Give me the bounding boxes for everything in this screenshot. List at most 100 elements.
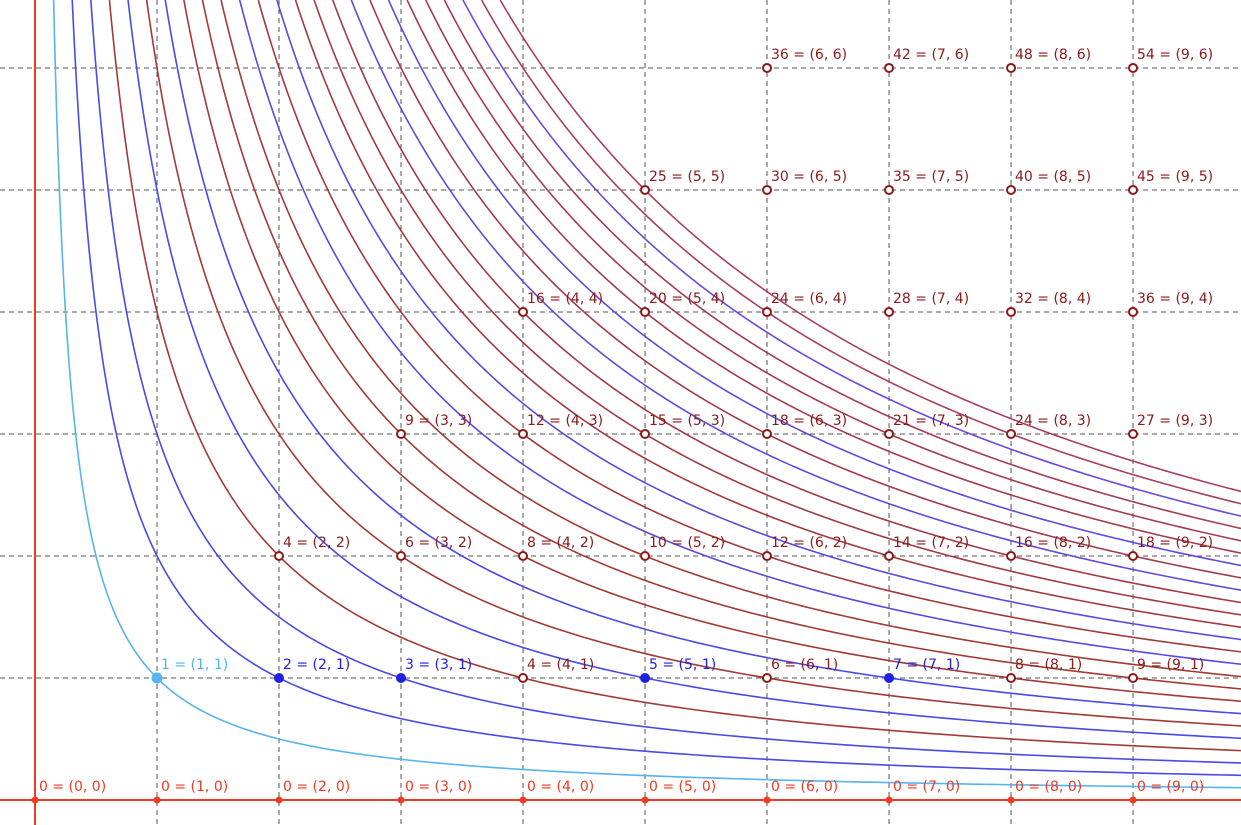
hyperbola xyxy=(499,0,1241,493)
point-label: 16 = (4, 4) xyxy=(527,291,603,307)
point-label: 0 = (0, 0) xyxy=(39,779,106,795)
lattice-point xyxy=(762,428,773,439)
lattice-point xyxy=(518,428,529,439)
point-label: 42 = (7, 6) xyxy=(893,47,969,63)
lattice-point xyxy=(885,796,893,804)
lattice-point xyxy=(1128,550,1139,561)
point-label: 0 = (2, 0) xyxy=(283,779,350,795)
point-label: 0 = (3, 0) xyxy=(405,779,472,795)
hyperbola xyxy=(387,0,1241,567)
lattice-point xyxy=(518,550,529,561)
lattice-point xyxy=(1128,62,1139,73)
lattice-point xyxy=(274,550,285,561)
hyperbola xyxy=(462,0,1241,517)
point-label: 48 = (8, 6) xyxy=(1015,47,1091,63)
point-label: 0 = (7, 0) xyxy=(893,779,960,795)
point-label: 27 = (9, 3) xyxy=(1137,413,1213,429)
point-label: 0 = (5, 0) xyxy=(649,779,716,795)
hyperbola xyxy=(71,0,1241,777)
hyperbola xyxy=(108,0,1241,752)
lattice-point xyxy=(518,672,529,683)
point-label: 6 = (3, 2) xyxy=(405,535,472,551)
hyperbola xyxy=(164,0,1241,715)
lattice-point xyxy=(762,672,773,683)
point-label: 0 = (1, 0) xyxy=(161,779,228,795)
lattice-point xyxy=(884,428,895,439)
point-label: 8 = (4, 2) xyxy=(527,535,594,551)
point-label: 9 = (9, 1) xyxy=(1137,657,1204,673)
hyperbola xyxy=(220,0,1241,678)
lattice-point xyxy=(640,550,651,561)
lattice-point xyxy=(762,62,773,73)
hyperbola xyxy=(201,0,1241,690)
point-label: 40 = (8, 5) xyxy=(1015,169,1091,185)
point-label: 3 = (3, 1) xyxy=(405,657,472,673)
lattice-point xyxy=(151,672,163,684)
lattice-point xyxy=(884,62,895,73)
lattice-point xyxy=(884,550,895,561)
point-label: 12 = (4, 3) xyxy=(527,413,603,429)
hyperbola xyxy=(127,0,1241,740)
lattice-point xyxy=(1128,672,1139,683)
lattice-point xyxy=(1128,428,1139,439)
point-label: 8 = (8, 1) xyxy=(1015,657,1082,673)
lattice-point xyxy=(640,672,651,683)
lattice-point xyxy=(1128,306,1139,317)
lattice-point xyxy=(396,550,407,561)
point-label: 54 = (9, 6) xyxy=(1137,47,1213,63)
point-label: 0 = (8, 0) xyxy=(1015,779,1082,795)
hyperbola xyxy=(369,0,1241,579)
lattice-point xyxy=(1006,550,1017,561)
lattice-point xyxy=(884,672,895,683)
point-label: 0 = (6, 0) xyxy=(771,779,838,795)
hyperbola xyxy=(238,0,1241,666)
hyperbola xyxy=(313,0,1241,616)
lattice-point xyxy=(640,184,651,195)
point-label: 18 = (9, 2) xyxy=(1137,535,1213,551)
hyperbola xyxy=(406,0,1241,554)
lattice-point xyxy=(884,306,895,317)
lattice-point xyxy=(1006,306,1017,317)
hyperbola xyxy=(90,0,1241,764)
lattice-point xyxy=(641,796,649,804)
hyperbola xyxy=(443,0,1241,530)
point-label: 0 = (9, 0) xyxy=(1137,779,1204,795)
point-label: 7 = (7, 1) xyxy=(893,657,960,673)
point-label: 24 = (8, 3) xyxy=(1015,413,1091,429)
lattice-point xyxy=(640,306,651,317)
lattice-point xyxy=(519,796,527,804)
lattice-point xyxy=(762,306,773,317)
hyperbola xyxy=(276,0,1241,641)
lattice-point xyxy=(1129,796,1137,804)
point-label: 1 = (1, 1) xyxy=(161,657,228,673)
point-label: 20 = (5, 4) xyxy=(649,291,725,307)
lattice-point xyxy=(275,796,283,804)
point-label: 6 = (6, 1) xyxy=(771,657,838,673)
lattice-point xyxy=(396,428,407,439)
point-label: 16 = (8, 2) xyxy=(1015,535,1091,551)
point-label: 10 = (5, 2) xyxy=(649,535,725,551)
lattice-point xyxy=(1006,184,1017,195)
lattice-point xyxy=(762,550,773,561)
hyperbola xyxy=(331,0,1241,604)
hyperbola xyxy=(257,0,1241,653)
point-label: 25 = (5, 5) xyxy=(649,169,725,185)
point-label: 21 = (7, 3) xyxy=(893,413,969,429)
point-label: 15 = (5, 3) xyxy=(649,413,725,429)
lattice-point xyxy=(1128,184,1139,195)
point-label: 5 = (5, 1) xyxy=(649,657,716,673)
lattice-point xyxy=(397,796,405,804)
lattice-point xyxy=(31,796,39,804)
point-label: 35 = (7, 5) xyxy=(893,169,969,185)
lattice-point xyxy=(274,672,285,683)
lattice-point xyxy=(762,184,773,195)
point-label: 36 = (6, 6) xyxy=(771,47,847,63)
lattice-point xyxy=(884,184,895,195)
point-label: 4 = (2, 2) xyxy=(283,535,350,551)
point-label: 9 = (3, 3) xyxy=(405,413,472,429)
point-label: 4 = (4, 1) xyxy=(527,657,594,673)
hyperbola xyxy=(294,0,1241,628)
